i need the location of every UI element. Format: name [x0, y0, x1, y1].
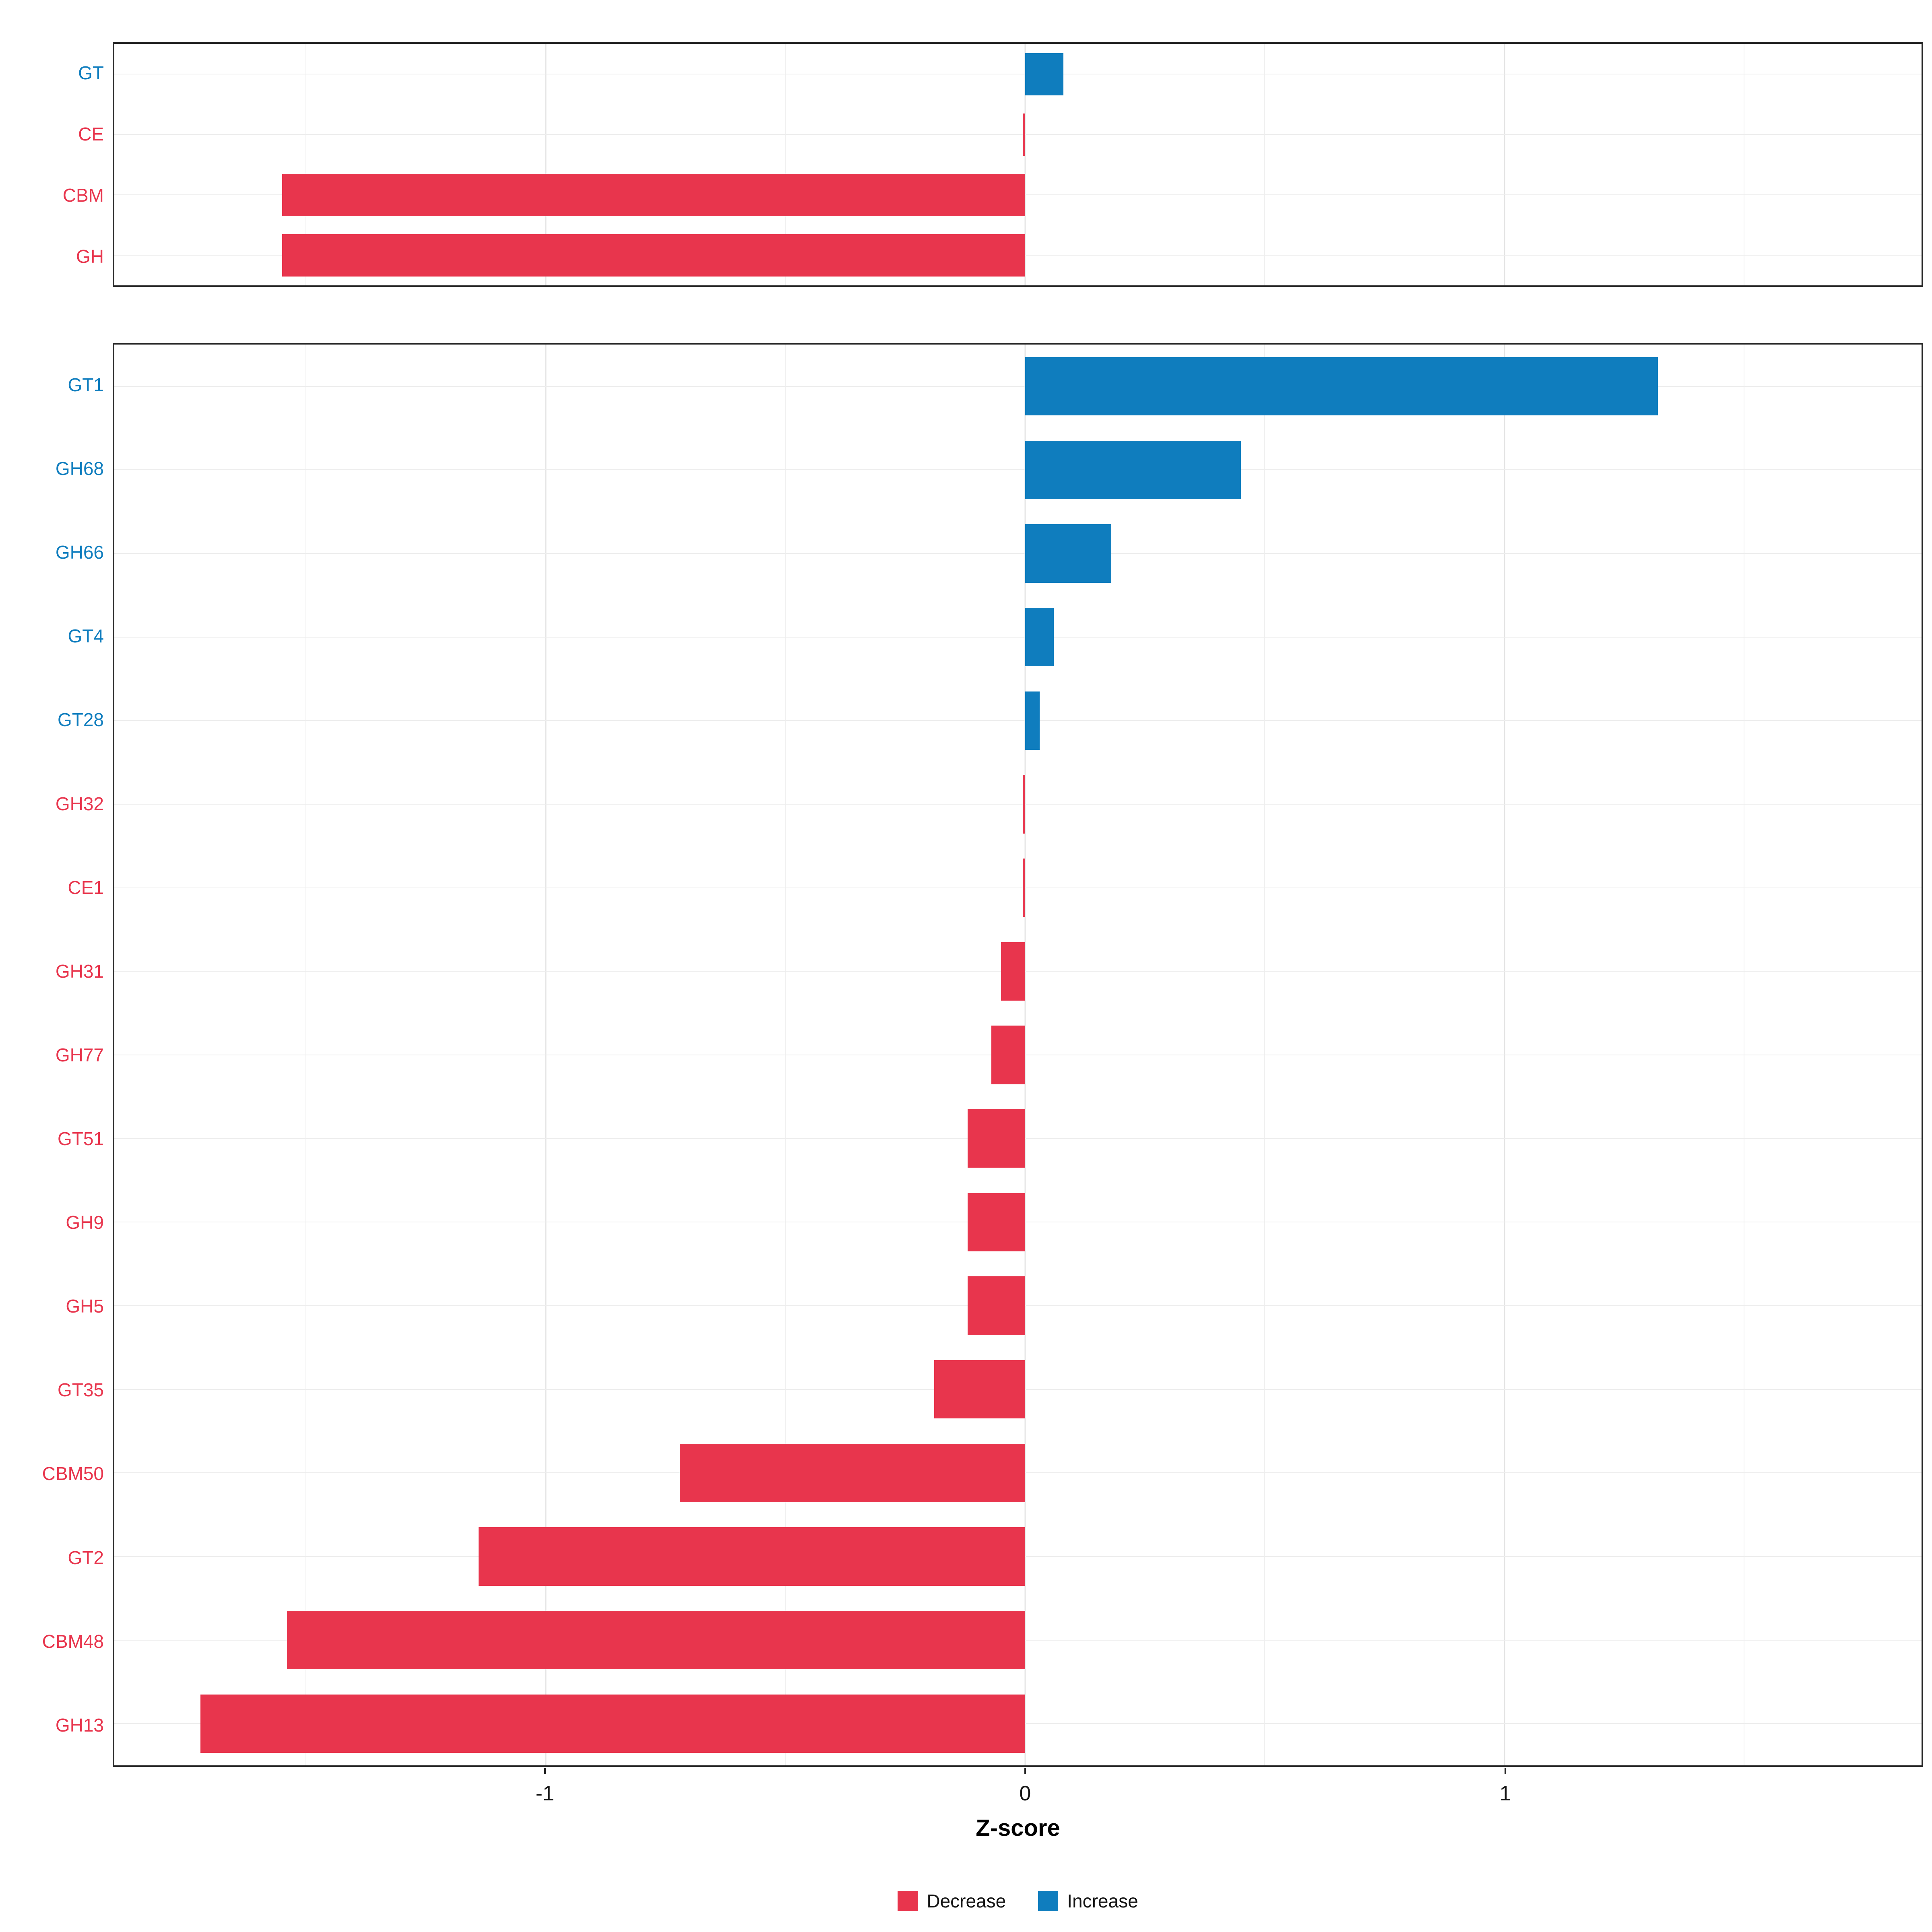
y-axis-labels-bottom: GT1 GH68 GH66 GT4 GT28 GH32 CE1 GH31 GH77 GT51 GH9…: [0, 343, 113, 1767]
category-label: GT: [78, 62, 104, 83]
category-label: GT1: [68, 374, 104, 396]
category-label: CE: [78, 124, 104, 144]
minor-gridline: [305, 44, 307, 285]
bar: [967, 1193, 1025, 1251]
bar: [1001, 942, 1025, 1001]
minor-gridline: [785, 44, 786, 285]
bar: [1025, 440, 1241, 500]
x-axis-block: Z-score -1 0 1: [0, 1768, 1923, 1889]
legend-label-decrease: Decrease: [927, 1891, 1006, 1911]
category-label: GT28: [57, 709, 104, 731]
category-label: GH31: [55, 960, 104, 982]
bar: [1022, 775, 1025, 834]
bar: [1025, 53, 1064, 95]
major-gridline: [545, 44, 547, 285]
row-gridline: [114, 553, 1922, 554]
category-label: CE1: [68, 877, 104, 898]
bar: [282, 173, 1025, 216]
bar: [680, 1443, 1025, 1502]
category-label: GH: [76, 246, 104, 267]
x-tick-mark: [1024, 1768, 1026, 1774]
bar: [1025, 691, 1040, 750]
plot-area-bottom: [113, 343, 1923, 1767]
row-gridline: [114, 720, 1922, 721]
category-label: CBM50: [42, 1463, 104, 1484]
legend: Decrease Increase: [113, 1890, 1923, 1912]
x-tick-mark: [1505, 1768, 1506, 1774]
row-gridline: [114, 386, 1922, 387]
major-gridline: [1024, 44, 1026, 285]
category-label: GH68: [55, 458, 104, 479]
row-gridline: [114, 636, 1922, 638]
bar: [1025, 524, 1112, 583]
bar: [967, 1109, 1025, 1168]
category-label: GH13: [55, 1714, 104, 1736]
row-gridline: [114, 469, 1922, 471]
bar: [967, 1276, 1025, 1335]
row-gridline: [114, 804, 1922, 805]
x-tick-label: -1: [535, 1782, 554, 1805]
x-tick-label: 0: [1019, 1782, 1031, 1805]
category-label: GH77: [55, 1044, 104, 1065]
major-gridline: [1504, 44, 1505, 285]
bar: [1022, 113, 1025, 156]
bar: [934, 1360, 1025, 1419]
bar: [200, 1694, 1025, 1753]
legend-item-increase: Increase: [1038, 1890, 1138, 1912]
category-label: GH66: [55, 542, 104, 563]
plot-area-top: [113, 42, 1923, 287]
category-label: CBM: [62, 185, 104, 206]
x-axis-title: Z-score: [976, 1815, 1060, 1841]
category-label: GT4: [68, 625, 104, 647]
bar: [1025, 357, 1658, 416]
panel-top: GT CE CBM GH: [0, 42, 1923, 287]
legend-item-decrease: Decrease: [898, 1890, 1006, 1912]
bar: [479, 1527, 1025, 1586]
minor-gridline: [1264, 44, 1265, 285]
category-label: GH32: [55, 793, 104, 814]
category-label: GT51: [57, 1128, 104, 1150]
bar: [1025, 608, 1054, 667]
category-label: GH9: [66, 1212, 104, 1233]
legend-swatch-decrease: [898, 1891, 918, 1911]
bar: [1022, 859, 1025, 917]
category-label: GT2: [68, 1547, 104, 1568]
y-axis-labels-top: GT CE CBM GH: [0, 42, 113, 287]
legend-label-increase: Increase: [1067, 1891, 1138, 1911]
row-gridline: [114, 134, 1922, 135]
x-axis: Z-score -1 0 1: [113, 1768, 1923, 1889]
x-tick-mark: [544, 1768, 546, 1774]
bar: [287, 1610, 1025, 1670]
x-tick-label: 1: [1499, 1782, 1511, 1805]
legend-swatch-increase: [1038, 1891, 1059, 1911]
category-label: CBM48: [42, 1631, 104, 1652]
category-label: GH5: [66, 1296, 104, 1317]
panel-bottom: GT1 GH68 GH66 GT4 GT28 GH32 CE1 GH31 GH77 GT51 GH9…: [0, 343, 1923, 1767]
x-axis-spacer: [0, 1768, 113, 1889]
bar: [282, 234, 1025, 277]
bar: [991, 1026, 1025, 1084]
category-label: GT35: [57, 1379, 104, 1401]
